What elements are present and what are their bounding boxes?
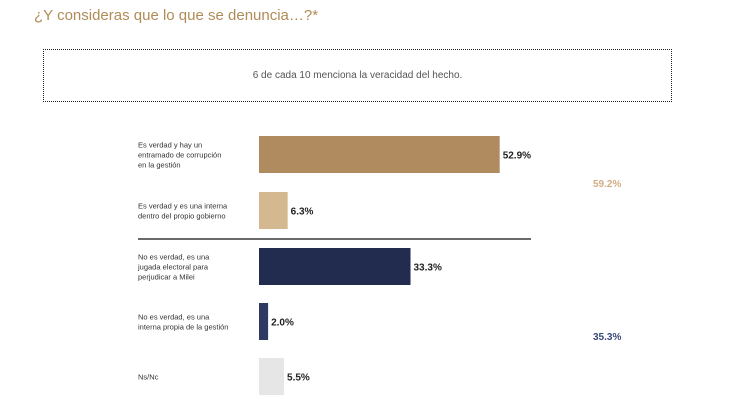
callout-box: 6 de cada 10 menciona la veracidad del h… xyxy=(43,49,672,102)
bar-2 xyxy=(259,192,288,229)
group-total-1: 59.2% xyxy=(593,179,621,190)
value-label-2: 6.3% xyxy=(291,207,314,218)
bar-4 xyxy=(259,303,269,340)
bar-1 xyxy=(259,136,500,173)
category-label-5: Ns/Nc xyxy=(138,373,159,382)
category-label-1: Es verdad y hay un entramado de corrupció… xyxy=(138,141,221,170)
category-label-4: No es verdad, es una interna propia de la… xyxy=(138,313,228,332)
bar-3 xyxy=(259,248,411,285)
category-label-2: Es verdad y es una interna dentro del pro… xyxy=(138,202,228,221)
category-label-3: No es verdad, es una jugada electoral par… xyxy=(137,253,210,282)
value-label-3: 33.3% xyxy=(414,263,442,274)
chart-title: ¿Y consideras que lo que se denuncia…?* xyxy=(34,7,319,24)
value-label-5: 5.5% xyxy=(287,373,310,384)
callout-text: 6 de cada 10 menciona la veracidad del h… xyxy=(252,70,463,81)
value-label-1: 52.9% xyxy=(503,151,531,162)
value-label-4: 2.0% xyxy=(271,318,294,329)
bar-5 xyxy=(259,358,285,395)
group-total-2: 35.3% xyxy=(593,332,621,343)
